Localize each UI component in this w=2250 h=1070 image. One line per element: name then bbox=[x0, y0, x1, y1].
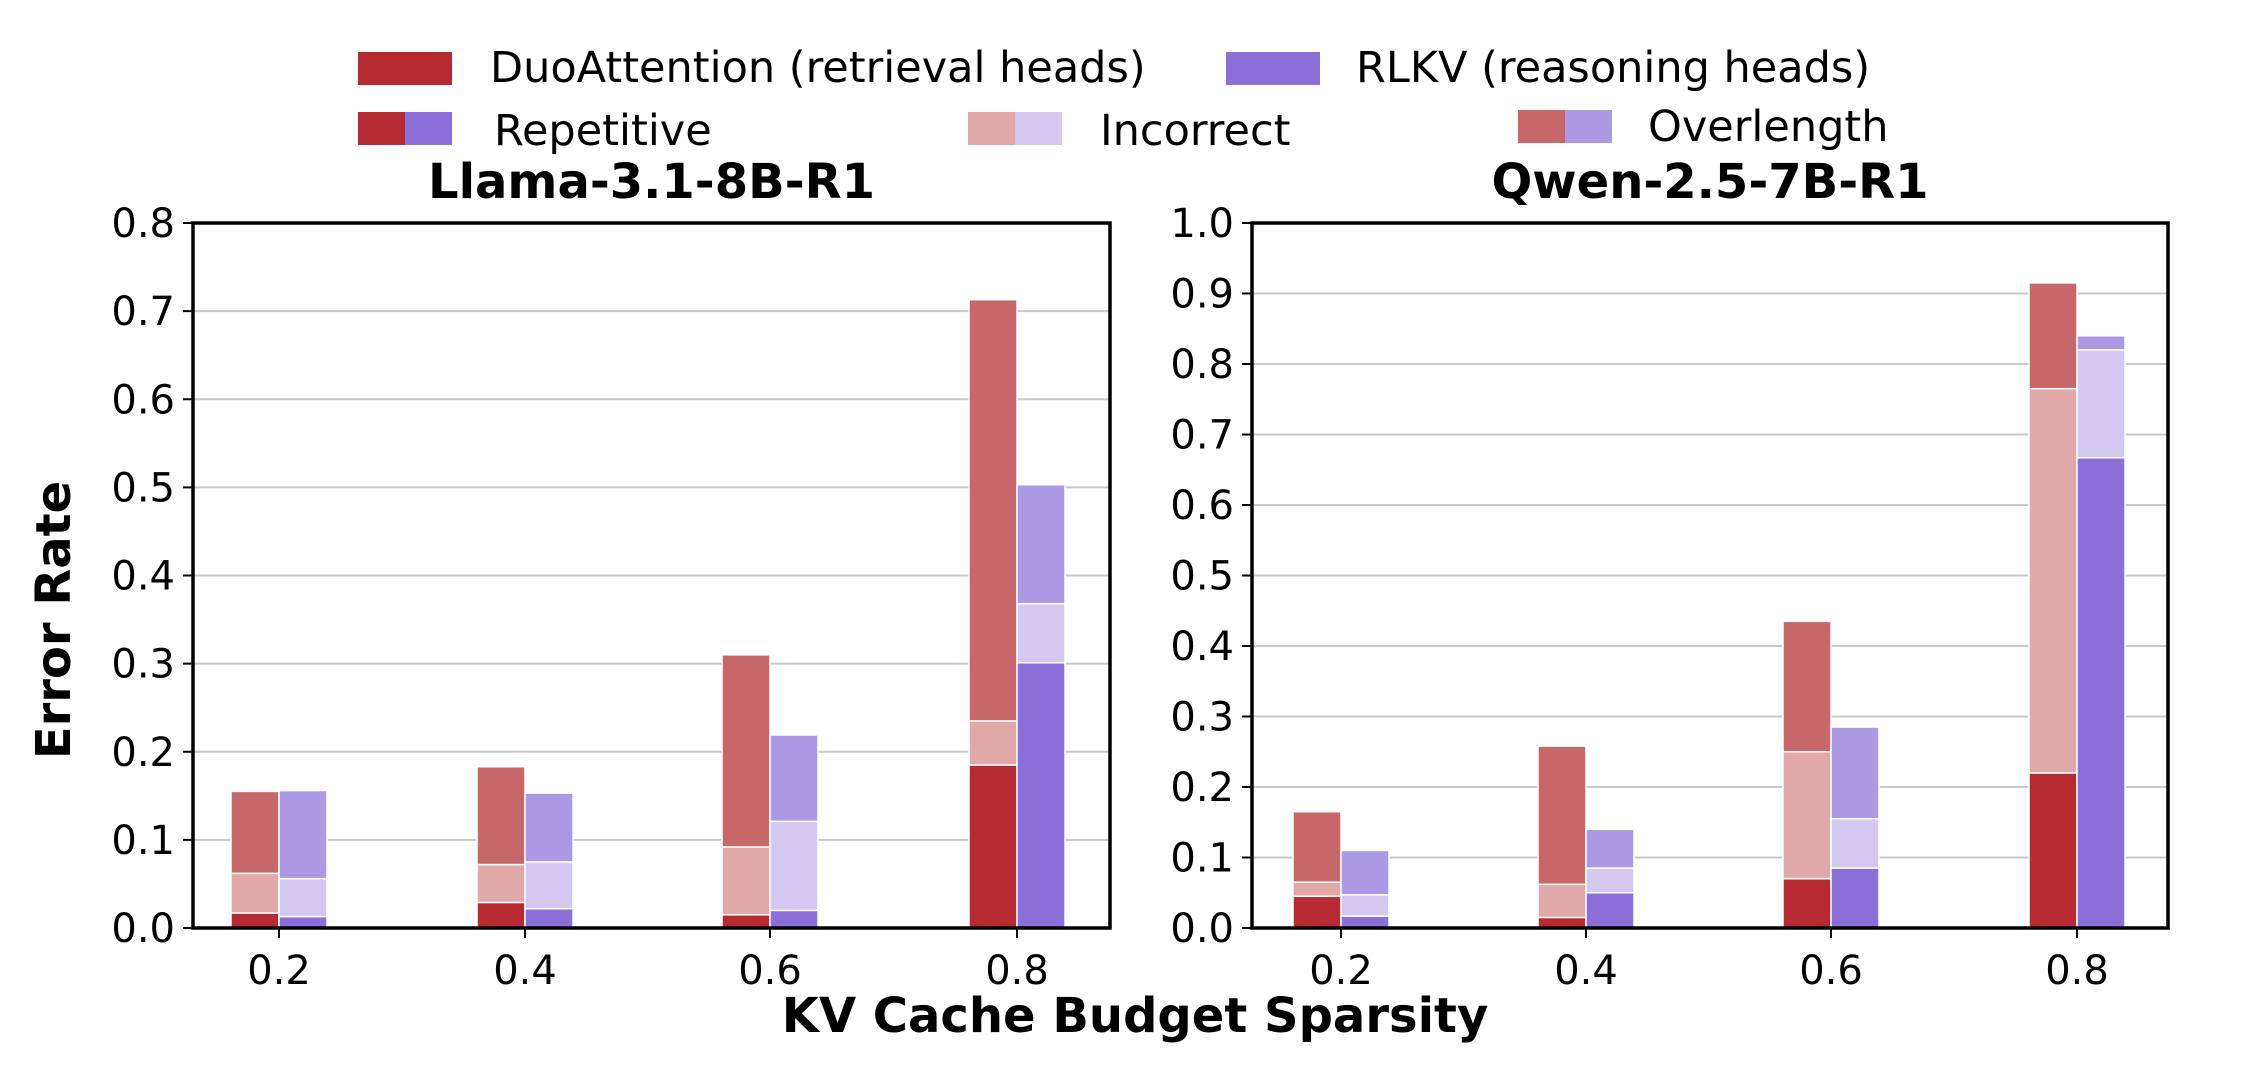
x-tick-label: 0.8 bbox=[985, 948, 1049, 994]
x-tick-label: 0.4 bbox=[1554, 948, 1618, 994]
y-tick-label: 0.0 bbox=[111, 906, 175, 952]
bar-rlkv-repetitive-0.8 bbox=[2076, 457, 2126, 929]
bar-duo-incorrect-0.4 bbox=[476, 863, 526, 904]
bar-rlkv-incorrect-0.4 bbox=[1585, 867, 1635, 894]
y-tick-label: 0.5 bbox=[1170, 554, 1234, 600]
y-tick-label: 0.2 bbox=[111, 730, 175, 776]
bar-rlkv-overlength-0.4 bbox=[524, 792, 574, 863]
bar-rlkv-repetitive-0.6 bbox=[1830, 867, 1880, 929]
bar-duo-repetitive-0.6 bbox=[721, 914, 771, 929]
y-tick-label: 0.4 bbox=[1170, 624, 1234, 670]
y-tick-label: 0.2 bbox=[1170, 765, 1234, 811]
y-tick-label: 0.6 bbox=[1170, 483, 1234, 529]
bar-rlkv-incorrect-0.2 bbox=[1340, 894, 1390, 917]
bar-rlkv-repetitive-0.2 bbox=[1340, 915, 1390, 929]
bar-rlkv-repetitive-0.4 bbox=[1585, 892, 1635, 929]
y-tick-label: 1.0 bbox=[1170, 201, 1234, 247]
y-tick-label: 0.3 bbox=[1170, 695, 1234, 741]
bar-duo-incorrect-0.4 bbox=[1537, 883, 1587, 919]
bar-duo-incorrect-0.8 bbox=[968, 720, 1018, 766]
bar-rlkv-overlength-0.8 bbox=[2076, 335, 2126, 351]
y-tick-label: 0.4 bbox=[111, 554, 175, 600]
y-tick-label: 0.1 bbox=[111, 818, 175, 864]
legend-swatch-overlength-rlkv bbox=[1565, 110, 1612, 143]
legend-label-overlength: Overlength bbox=[1648, 102, 1889, 152]
plot-frame bbox=[1250, 221, 2170, 930]
y-tick-label: 0.5 bbox=[111, 465, 175, 511]
y-tick-label: 0.8 bbox=[1170, 342, 1234, 388]
y-tick-label: 0.7 bbox=[1170, 413, 1234, 459]
legend-label-incorrect: Incorrect bbox=[1100, 106, 1291, 156]
bar-rlkv-incorrect-0.2 bbox=[278, 877, 328, 918]
chart-panels: 0.0 0.1 0.2 0.3 0.4 0.5 0.6 0.7 0.8 0.2 0.4 0.6 0.8 L… bbox=[111, 154, 2170, 994]
bar-rlkv-overlength-0.6 bbox=[1830, 726, 1880, 820]
x-axis-label: KV Cache Budget Sparsity bbox=[782, 988, 1489, 1044]
bar-rlkv-overlength-0.2 bbox=[278, 789, 328, 880]
legend-swatch-overlength-duo bbox=[1518, 110, 1565, 143]
bar-rlkv-repetitive-0.4 bbox=[524, 907, 574, 929]
y-tick-label: 0.7 bbox=[111, 289, 175, 335]
bar-rlkv-incorrect-0.8 bbox=[2076, 349, 2126, 459]
x-tick-label: 0.4 bbox=[493, 948, 557, 994]
y-tick-label: 0.9 bbox=[1170, 272, 1234, 318]
x-tick-label: 0.6 bbox=[738, 948, 802, 994]
bar-rlkv-incorrect-0.4 bbox=[524, 861, 574, 910]
bar-duo-repetitive-0.4 bbox=[476, 901, 526, 929]
bar-rlkv-repetitive-0.8 bbox=[1016, 661, 1066, 929]
bar-duo-repetitive-0.8 bbox=[968, 764, 1018, 929]
y-tick-label: 0.1 bbox=[1170, 836, 1234, 882]
plot-frame bbox=[191, 221, 1112, 930]
y-tick-label: 0.8 bbox=[111, 201, 175, 247]
x-tick-label: 0.6 bbox=[1799, 948, 1863, 994]
bar-duo-overlength-0.8 bbox=[2028, 282, 2078, 390]
legend-swatch-rlkv bbox=[1226, 52, 1320, 85]
y-axis-label: Error Rate bbox=[26, 481, 82, 759]
legend-swatch-repetitive-duo bbox=[358, 112, 405, 145]
bar-duo-incorrect-0.2 bbox=[230, 872, 280, 914]
x-tick-label: 0.8 bbox=[2045, 948, 2109, 994]
bar-rlkv-overlength-0.2 bbox=[1340, 849, 1390, 896]
bar-duo-overlength-0.2 bbox=[230, 790, 280, 875]
bar-duo-overlength-0.4 bbox=[476, 765, 526, 866]
bar-duo-incorrect-0.8 bbox=[2028, 387, 2078, 774]
bar-duo-incorrect-0.6 bbox=[721, 846, 771, 916]
bar-rlkv-incorrect-0.6 bbox=[769, 820, 819, 912]
bar-rlkv-overlength-0.6 bbox=[769, 734, 819, 823]
x-tick-label: 0.2 bbox=[1309, 948, 1373, 994]
bar-duo-repetitive-0.2 bbox=[230, 912, 280, 929]
legend-swatch-incorrect-duo bbox=[968, 112, 1015, 145]
panel-title: Qwen-2.5-7B-R1 bbox=[1491, 154, 1928, 210]
bar-rlkv-overlength-0.4 bbox=[1585, 828, 1635, 869]
bar-duo-repetitive-0.8 bbox=[2028, 772, 2078, 929]
bar-rlkv-repetitive-0.6 bbox=[769, 909, 819, 929]
bar-duo-overlength-0.6 bbox=[721, 654, 771, 848]
legend-label-duoattention: DuoAttention (retrieval heads) bbox=[490, 43, 1146, 93]
bar-duo-repetitive-0.2 bbox=[1292, 895, 1342, 929]
bar-duo-repetitive-0.6 bbox=[1782, 877, 1832, 929]
legend-swatch-repetitive-rlkv bbox=[405, 112, 452, 145]
bar-duo-incorrect-0.2 bbox=[1292, 881, 1342, 898]
bar-rlkv-incorrect-0.6 bbox=[1830, 817, 1880, 869]
legend-swatch-incorrect-rlkv bbox=[1015, 112, 1062, 145]
y-tick-label: 0.3 bbox=[111, 642, 175, 688]
panel-title: Llama-3.1-8B-R1 bbox=[428, 154, 875, 210]
bar-duo-overlength-0.4 bbox=[1537, 745, 1587, 886]
bar-duo-incorrect-0.6 bbox=[1782, 751, 1832, 880]
legend-label-repetitive: Repetitive bbox=[494, 106, 712, 156]
x-tick-label: 0.2 bbox=[247, 948, 311, 994]
bar-rlkv-overlength-0.8 bbox=[1016, 483, 1066, 605]
panel-2: 0.0 0.1 0.2 0.3 0.4 0.5 0.6 0.7 0.8 0.9 1.0 0.2 0.4 0… bbox=[1170, 154, 2170, 994]
bar-duo-overlength-0.2 bbox=[1292, 810, 1342, 883]
y-tick-label: 0.0 bbox=[1170, 906, 1234, 952]
legend-swatch-duoattention bbox=[358, 52, 452, 85]
bar-duo-overlength-0.8 bbox=[968, 298, 1018, 722]
bar-duo-overlength-0.6 bbox=[1782, 620, 1832, 753]
legend-label-rlkv: RLKV (reasoning heads) bbox=[1356, 43, 1870, 93]
legend: DuoAttention (retrieval heads) RLKV (reas… bbox=[358, 43, 1889, 156]
bar-rlkv-incorrect-0.8 bbox=[1016, 602, 1066, 664]
panel-1: 0.0 0.1 0.2 0.3 0.4 0.5 0.6 0.7 0.8 0.2 0.4 0.6 0.8 L… bbox=[111, 154, 1112, 994]
y-tick-label: 0.6 bbox=[111, 377, 175, 423]
